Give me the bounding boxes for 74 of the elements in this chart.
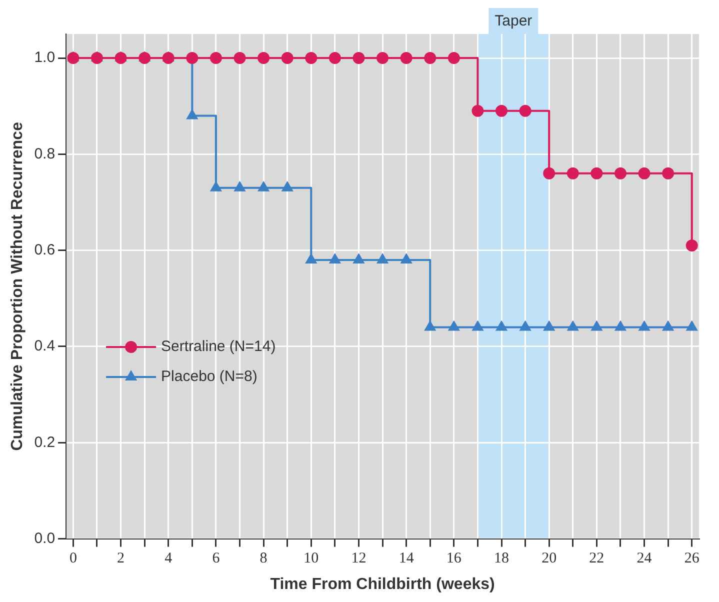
- point: [496, 321, 507, 331]
- point: [258, 52, 270, 64]
- point: [330, 254, 340, 264]
- x-tick-label: 16: [446, 550, 462, 567]
- x-tick-label: 20: [542, 550, 557, 567]
- point: [590, 167, 603, 180]
- x-tick-label: 26: [684, 550, 700, 567]
- point: [472, 321, 484, 331]
- point: [67, 52, 80, 64]
- point: [186, 110, 198, 120]
- point: [376, 52, 389, 64]
- x-axis-title: Time From Childbirth (weeks): [270, 576, 495, 593]
- x-tick-label: 12: [351, 550, 366, 567]
- x-tick-label: 8: [260, 550, 268, 567]
- point: [614, 167, 626, 180]
- legend-label: Sertraline (N=14): [161, 338, 276, 356]
- point: [186, 52, 198, 64]
- point: [543, 167, 556, 180]
- point: [686, 321, 698, 331]
- point: [210, 52, 222, 64]
- x-tick-label: 0: [69, 550, 77, 567]
- x-tick-label: 18: [494, 550, 509, 567]
- point: [90, 52, 103, 64]
- point: [377, 254, 388, 264]
- point: [544, 321, 554, 331]
- point: [686, 240, 698, 252]
- point: [234, 182, 246, 192]
- point: [591, 321, 602, 331]
- x-tick-label: 2: [117, 550, 125, 567]
- y-tick-label: 0.4: [34, 338, 56, 355]
- point: [448, 52, 460, 64]
- point: [282, 182, 293, 192]
- point: [448, 321, 460, 331]
- point: [400, 52, 412, 64]
- point: [328, 52, 341, 64]
- point: [424, 52, 436, 64]
- point: [138, 52, 151, 64]
- point: [258, 182, 269, 192]
- point: [114, 52, 127, 64]
- y-tick-label: 0.6: [34, 241, 56, 258]
- point: [662, 167, 674, 180]
- legend-label: Placebo (N=8): [161, 368, 258, 386]
- x-tick-label: 22: [589, 550, 604, 567]
- point: [638, 167, 650, 180]
- x-tick-label: 6: [212, 550, 220, 567]
- point: [519, 104, 532, 117]
- point: [662, 321, 674, 331]
- x-tick-label: 14: [398, 550, 414, 567]
- band-label: Taper: [494, 12, 532, 30]
- x-tick-label: 10: [304, 550, 319, 567]
- point: [353, 254, 364, 264]
- point: [615, 321, 626, 331]
- point: [305, 52, 318, 64]
- x-tick-label: 24: [636, 550, 652, 567]
- point: [568, 321, 578, 331]
- point: [638, 321, 650, 331]
- point: [352, 52, 365, 64]
- y-axis-title: Cumulative Proportion Without Recurrence: [9, 122, 26, 451]
- point: [472, 104, 484, 117]
- y-tick-label: 1.0: [34, 49, 56, 66]
- y-tick-label: 0.0: [34, 530, 56, 547]
- y-tick-label: 0.2: [34, 434, 56, 451]
- point: [162, 52, 174, 64]
- point: [306, 254, 316, 264]
- point: [424, 321, 436, 331]
- x-tick-label: 4: [164, 550, 173, 567]
- point: [210, 182, 222, 192]
- point: [400, 254, 412, 264]
- y-tick-label: 0.8: [34, 145, 56, 162]
- point: [520, 321, 531, 331]
- point: [281, 52, 294, 64]
- point: [496, 104, 508, 117]
- point: [234, 52, 246, 64]
- point: [566, 167, 579, 180]
